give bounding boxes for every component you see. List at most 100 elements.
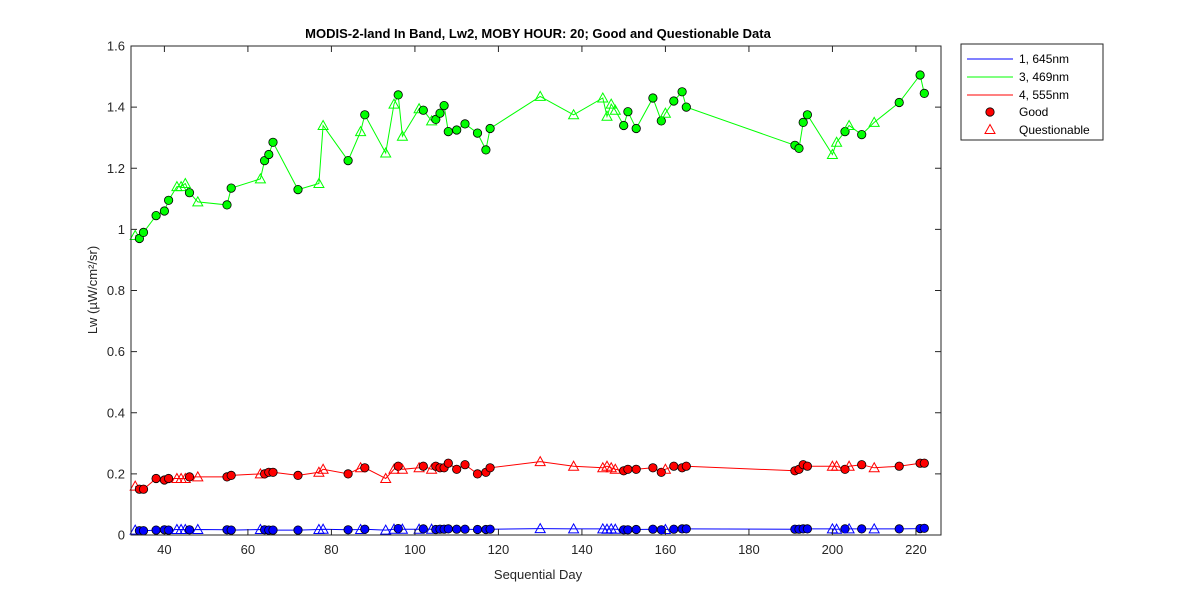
data-point-good (623, 464, 633, 474)
data-point-good (264, 149, 274, 160)
y-tick-label: 0.2 (107, 466, 125, 481)
data-point-questionable (379, 524, 392, 535)
data-point-questionable (534, 522, 547, 534)
data-point-good (802, 461, 813, 471)
data-point-good (452, 524, 462, 534)
data-point-good (226, 525, 236, 535)
data-point-questionable (567, 460, 580, 471)
data-point-questionable (396, 523, 409, 534)
data-point-good (226, 183, 236, 193)
data-point-good (138, 227, 149, 237)
y-tick-label: 1 (118, 222, 125, 237)
legend-label-band1: 1, 645nm (1019, 52, 1069, 66)
data-point-good (418, 105, 428, 115)
data-point-good (343, 156, 353, 166)
data-point-good (268, 137, 278, 147)
legend-label-good: Good (1019, 105, 1048, 119)
y-tick-label: 0.6 (107, 344, 125, 359)
data-point-good (669, 96, 679, 106)
data-point-questionable (596, 461, 609, 473)
y-tick-label: 0.4 (107, 405, 125, 420)
y-axis-label: Lw (µW/cm²/sr) (85, 246, 100, 334)
data-point-questionable (567, 108, 580, 120)
data-point-good (443, 458, 453, 468)
data-point-questionable (388, 98, 400, 109)
x-tick-label: 100 (404, 542, 426, 557)
data-point-good (293, 525, 303, 535)
data-point-good (184, 525, 195, 535)
data-point-good (418, 461, 428, 471)
x-tick-label: 160 (655, 542, 677, 557)
data-point-good (919, 88, 929, 99)
data-point-good (857, 460, 867, 470)
data-point-questionable (534, 455, 547, 467)
data-point-questionable (179, 177, 192, 188)
data-point-good (485, 524, 495, 534)
y-axis: 0 0.2 0.4 0.6 0.8 1 1.2 1.4 1.6 (107, 39, 941, 543)
x-tick-label: 40 (157, 542, 171, 557)
data-point-good (485, 123, 495, 134)
legend-label-band3: 3, 469nm (1019, 70, 1069, 84)
data-point-good (431, 114, 441, 125)
data-point-questionable (534, 90, 547, 101)
data-point-good (681, 102, 691, 112)
data-point-questionable (317, 523, 329, 534)
chart-title: MODIS-2-land In Band, Lw2, MOBY HOUR: 20… (305, 26, 771, 41)
data-point-good (919, 523, 929, 533)
data-point-questionable (313, 466, 325, 477)
data-point-questionable (843, 460, 855, 471)
x-tick-label: 80 (324, 542, 338, 557)
data-point-good (894, 97, 904, 108)
data-point-good (648, 463, 658, 473)
data-point-questionable (567, 522, 580, 534)
data-point-good (798, 117, 808, 128)
data-point-good (151, 473, 161, 484)
data-point-good (418, 524, 428, 534)
data-point-questionable (396, 130, 409, 141)
x-axis-label: Sequential Day (494, 567, 583, 582)
data-point-good (393, 90, 403, 100)
data-point-good (460, 524, 470, 534)
data-point-good (857, 130, 867, 140)
x-tick-label: 60 (241, 542, 255, 557)
data-point-questionable (826, 148, 839, 159)
data-point-good (151, 211, 161, 221)
data-point-questionable (659, 463, 672, 474)
series-band4 (129, 455, 929, 494)
data-point-good (648, 93, 658, 103)
data-point-good (460, 460, 470, 470)
data-point-good (360, 110, 370, 120)
data-point-good (857, 524, 867, 534)
x-axis: 40 60 80 100 120 140 160 180 200 220 (157, 46, 927, 557)
x-tick-label: 140 (571, 542, 593, 557)
data-point-good (481, 145, 491, 155)
data-point-questionable (379, 472, 392, 483)
y-tick-label: 0.8 (107, 283, 125, 298)
data-point-good (164, 473, 174, 484)
data-point-questionable (868, 522, 881, 534)
data-point-questionable (354, 125, 367, 137)
data-point-questionable (191, 523, 204, 534)
data-point-good (802, 524, 813, 534)
data-point-good (919, 458, 929, 468)
y-tick-label: 1.6 (107, 39, 125, 54)
data-point-questionable (596, 91, 609, 103)
legend-label-questionable: Questionable (1019, 123, 1090, 137)
data-point-good (472, 524, 483, 535)
data-point-good (623, 525, 633, 535)
data-point-good (648, 524, 658, 534)
data-point-good (164, 525, 174, 535)
data-point-good (268, 525, 278, 535)
data-point-good (631, 524, 641, 535)
data-point-good (452, 125, 462, 135)
data-point-good (794, 143, 804, 153)
data-point-good (293, 185, 303, 195)
data-point-good (472, 469, 483, 479)
data-point-good (435, 108, 445, 118)
series-band1 (129, 522, 929, 536)
data-point-good (656, 116, 666, 126)
data-point-good (485, 463, 495, 473)
data-point-questionable (317, 463, 329, 474)
legend: 1, 645nm 3, 469nm 4, 555nm Good Question… (960, 43, 1104, 141)
